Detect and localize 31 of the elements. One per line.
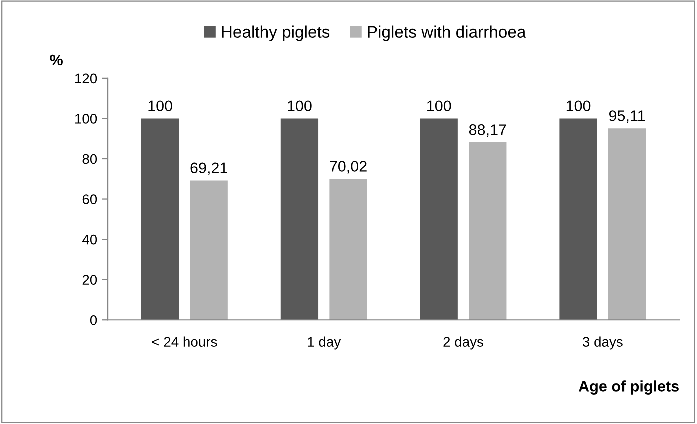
y-axis-title: %	[50, 54, 63, 66]
y-tick-label: 100	[76, 114, 98, 124]
x-tick-label: 3 days	[582, 336, 623, 350]
bar	[280, 118, 319, 320]
data-label: 95,11	[609, 110, 646, 124]
data-label: 100	[288, 100, 312, 112]
data-label: 70,02	[330, 161, 367, 174]
data-label: 100	[148, 100, 172, 112]
x-tick-label: 1 day	[308, 336, 342, 350]
data-label: 100	[428, 100, 452, 112]
data-label: 69,21	[190, 162, 228, 176]
data-label: 100	[566, 100, 591, 112]
y-tick-label: 20	[82, 275, 98, 286]
legend-label: Piglets with diarrhoea	[368, 26, 526, 42]
y-tick-label: 60	[82, 194, 98, 204]
data-label: 88,17	[469, 124, 506, 138]
bar	[190, 180, 228, 320]
y-tick-label: 0	[90, 315, 98, 326]
x-tick-label: < 24 hours	[152, 336, 218, 347]
bar	[608, 128, 646, 320]
bar	[469, 142, 507, 320]
bar	[330, 179, 368, 320]
bar	[420, 118, 458, 320]
x-tick-label: 2 days	[444, 336, 484, 350]
bar	[560, 118, 598, 320]
y-tick-label: 80	[82, 154, 98, 164]
x-axis-title: Age of piglets	[578, 380, 679, 395]
y-tick-label: 120	[76, 74, 98, 84]
y-tick-label: 40	[82, 234, 98, 245]
legend-label: Healthy piglets	[222, 26, 330, 42]
bar	[141, 118, 180, 320]
